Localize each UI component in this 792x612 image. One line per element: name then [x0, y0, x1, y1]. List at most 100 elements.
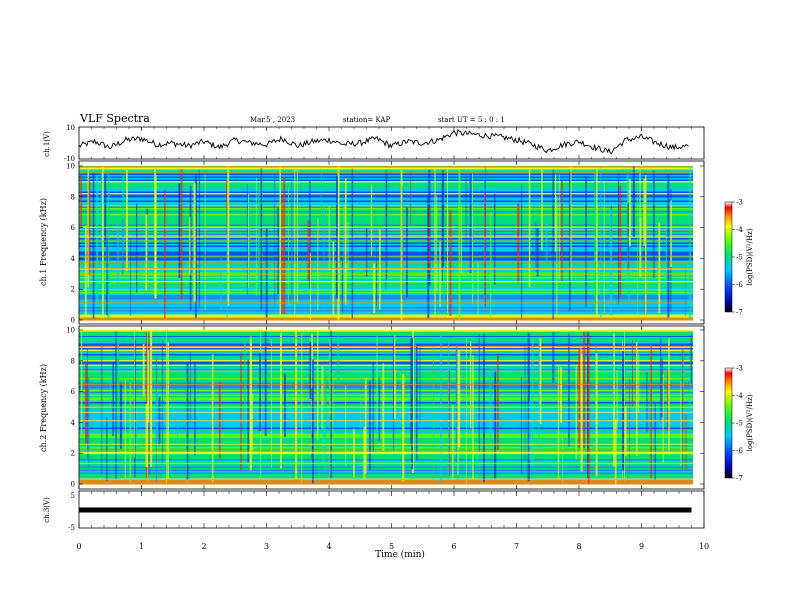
ch2-colorbar-gradient: [724, 367, 733, 479]
date-label: Mar.5 , 2023: [250, 116, 295, 124]
ch1-spectrogram-burst: [249, 218, 251, 274]
ch2-spectrogram-band: [79, 406, 693, 408]
ch1-spectrogram-burst: [84, 225, 87, 317]
ch3-ytick-bottom: -5: [68, 524, 75, 532]
ch2-spectrogram-burst: [284, 373, 286, 437]
ch1-spectrogram-burst: [472, 173, 474, 304]
ch2-spectrogram-burst: [632, 339, 633, 407]
ch1-spectrogram-band: [79, 171, 693, 173]
ch2-spectrogram-burst: [529, 401, 531, 461]
ch2-spectrogram-row: [79, 343, 693, 346]
ch2-spectrogram-burst: [521, 376, 522, 475]
time-tick-label: 6: [451, 542, 456, 551]
ch1-series-line: [78, 129, 689, 155]
ch2-spectrogram-band: [79, 383, 693, 385]
ch1-spectrogram-row: [79, 310, 693, 312]
ch2-spectrogram-row: [79, 435, 693, 437]
ch2-spectrogram-burst: [448, 370, 450, 476]
ch1-spectrogram-burst: [376, 244, 377, 306]
colorbar-tick-label: -4: [736, 226, 743, 234]
ch1-spectrogram-burst: [296, 167, 298, 304]
ch1-spectrogram-burst: [541, 169, 543, 251]
ch1-spectrogram-burst: [204, 174, 206, 310]
ch1-spectrogram-burst: [332, 241, 335, 315]
ch2-spectrogram-burst: [478, 333, 480, 452]
ch2-spectrogram-burst: [251, 393, 253, 452]
ch2-spectrogram-row: [79, 348, 693, 350]
ch1-spectrogram-burst: [406, 207, 408, 298]
ch2-spectrogram-burst: [557, 365, 560, 480]
ch2-spectrogram-burst: [419, 343, 421, 424]
ch2-spectrogram-burst: [124, 379, 126, 478]
ch2-spectrogram-burst: [133, 331, 135, 458]
ch1-spectrogram-burst: [400, 170, 403, 320]
ch1-spectrogram-band: [79, 202, 693, 204]
ch1-colorbar-label: log(PSD)(V²/Hz): [746, 228, 754, 285]
ch2-spectrogram-row: [79, 405, 693, 407]
ch1-spectrogram-burst: [92, 173, 95, 319]
ch2-spectrogram-burst: [218, 382, 221, 459]
ch1-ytick-top: 10: [66, 124, 75, 132]
ch2-spectrogram-burst: [649, 386, 651, 465]
ch2-spectrogram-row: [79, 379, 693, 382]
ch1-spectrogram-band: [79, 261, 693, 263]
ch2-spectrogram-burst: [301, 333, 303, 484]
ch2-spectrogram-row: [79, 402, 693, 404]
time-tick-label: 5: [389, 542, 394, 551]
ch2-spectrogram-burst: [247, 359, 249, 463]
ch1-frame: [78, 126, 705, 160]
ch2-spectrogram-burst: [690, 350, 691, 428]
time-tick-label: 8: [576, 542, 581, 551]
ch1-spectrogram-burst: [447, 167, 448, 313]
ch2-spectrogram-row: [79, 459, 693, 461]
ch2-spectrogram-row: [79, 481, 693, 484]
ch2-spectrogram-burst: [635, 342, 638, 456]
ch1-spectrogram-burst: [521, 184, 523, 319]
ch1-spectrogram-burst: [288, 187, 289, 306]
ch1-spectrogram-burst: [189, 186, 192, 311]
ch2-spectrogram-burst: [166, 332, 167, 483]
ch2-spectrogram-burst: [414, 343, 416, 467]
ch2-spectrogram-row: [79, 429, 693, 431]
ch2-spectrogram-burst: [87, 377, 90, 470]
ch2-freq-ticks: 0 2 4 6 8 10: [66, 327, 704, 489]
ch2-colorbar: -3 -4 -5 -6 -7 log(PSD)(V²/Hz): [724, 365, 754, 483]
time-tick-label: 9: [639, 542, 644, 551]
ch2-spectrogram-burst: [369, 380, 371, 470]
ch2-spectrogram-row: [79, 388, 693, 391]
ch2-spectrogram-row: [79, 456, 693, 458]
ch2-spectrogram-burst: [295, 330, 298, 480]
ch2-spectrogram-burst: [395, 370, 396, 420]
ch2-spectrogram-burst: [393, 335, 394, 452]
ch1-spectrogram-burst: [246, 184, 248, 296]
ch1-spectrogram-burst: [494, 193, 496, 285]
ch2-spectrogram-burst: [472, 354, 474, 480]
colorbar-tick-label: -5: [736, 254, 743, 262]
ch2-spectrogram-burst: [150, 331, 153, 467]
ch2-spectrogram-burst: [177, 405, 179, 453]
ch2-spectrogram-burst: [690, 335, 692, 383]
ch1-spectrogram-burst: [558, 174, 560, 280]
ch2-spectrogram-burst: [87, 348, 88, 459]
ch2-spectrogram-row: [79, 345, 693, 347]
ch1-spectrogram-burst: [365, 227, 368, 277]
ch2-spectrogram-row: [79, 471, 693, 473]
ch1-spectrogram-burst: [189, 216, 191, 276]
ch2-spectrogram-row: [79, 408, 693, 410]
ch2-spectrogram-burst: [682, 348, 684, 470]
ch2-spectrogram-row: [79, 355, 693, 358]
ch2-spectrogram-burst: [324, 367, 327, 473]
ch2-spectrogram-band: [79, 443, 693, 445]
ch1-spectrogram-band: [79, 240, 693, 242]
ch1-spectrogram-burst: [458, 169, 461, 320]
ch2-spectrogram-burst: [587, 334, 590, 484]
ch1-spectrogram-burst: [277, 207, 279, 295]
colorbar-tick-label: -6: [736, 281, 743, 289]
colorbar-tick-label: -5: [736, 420, 743, 428]
ch1-spectrogram-burst: [628, 179, 631, 247]
ch2-freq-tick-label: 0: [71, 481, 75, 489]
ch2-spectrogram-row: [79, 393, 693, 395]
time-axis: 0 1 2 3 4 5 6 7 8 9 10: [76, 127, 709, 551]
ch2-spectrogram-row: [79, 415, 693, 418]
ch2-spectrogram-burst: [440, 332, 442, 484]
